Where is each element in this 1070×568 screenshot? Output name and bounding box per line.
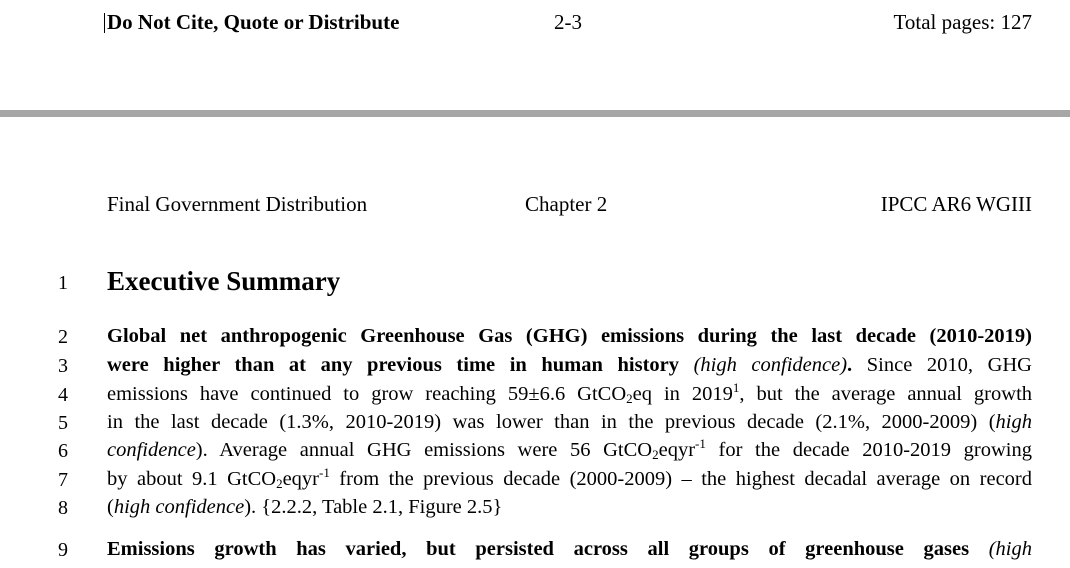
line-number: 5	[58, 412, 68, 434]
previous-page-footer: Do Not Cite, Quote or Distribute 2-3 Tot…	[0, 0, 1070, 110]
line-number: 1	[58, 272, 68, 294]
text-cursor	[104, 13, 105, 33]
header-report: IPCC AR6 WGIII	[880, 192, 1032, 216]
distribution-notice: Do Not Cite, Quote or Distribute	[104, 10, 399, 35]
line-number: 8	[58, 497, 68, 519]
header-distribution: Final Government Distribution	[107, 192, 368, 216]
line-number: 6	[58, 440, 68, 462]
document-page: Final Government Distribution Chapter 2 …	[0, 117, 1070, 568]
total-pages: Total pages: 127	[893, 10, 1033, 34]
line-number: 7	[58, 469, 68, 491]
text-line: emissions have continued to grow reachin…	[107, 380, 1033, 406]
line-number: 3	[58, 355, 68, 377]
text-line: (high confidence). {2.2.2, Table 2.1, Fi…	[107, 496, 503, 518]
text-line: by about 9.1 GtCO2eqyr-1 from the previo…	[107, 465, 1033, 491]
text-line: in the last decade (1.3%, 2010-2019) was…	[107, 411, 1032, 433]
text-line: confidence). Average annual GHG emission…	[107, 436, 1032, 462]
header-chapter: Chapter 2	[525, 192, 608, 216]
section-heading: Executive Summary	[107, 266, 341, 296]
line-number: 9	[58, 539, 68, 561]
text-line: Emissions growth has varied, but persist…	[107, 538, 1033, 560]
text-line: were higher than at any previous time in…	[107, 354, 1032, 376]
line-number: 2	[58, 326, 68, 348]
page-divider	[0, 110, 1070, 117]
line-number: 4	[58, 384, 68, 406]
page-number: 2-3	[554, 10, 582, 34]
text-line: Global net anthropogenic Greenhouse Gas …	[107, 325, 1032, 347]
